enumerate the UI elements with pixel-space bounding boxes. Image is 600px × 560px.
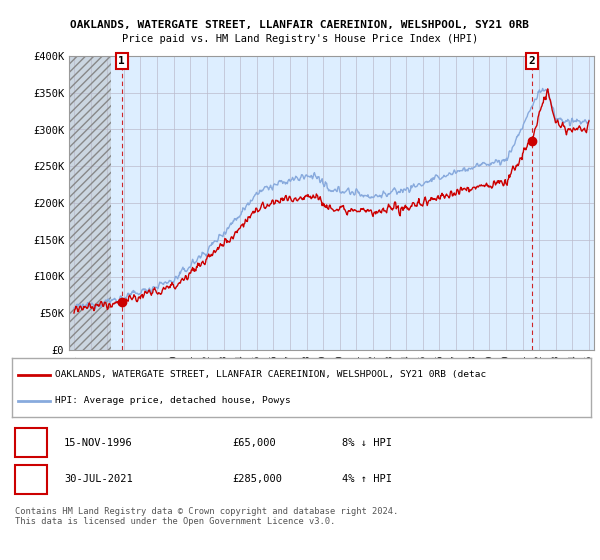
Text: 30-JUL-2021: 30-JUL-2021 xyxy=(64,474,133,484)
FancyBboxPatch shape xyxy=(15,465,47,494)
Text: £65,000: £65,000 xyxy=(232,438,276,448)
Bar xyxy=(69,56,110,350)
Text: 4% ↑ HPI: 4% ↑ HPI xyxy=(342,474,392,484)
Bar xyxy=(69,56,110,350)
Text: HPI: Average price, detached house, Powys: HPI: Average price, detached house, Powy… xyxy=(55,396,291,405)
Text: OAKLANDS, WATERGATE STREET, LLANFAIR CAEREINION, WELSHPOOL, SY21 0RB: OAKLANDS, WATERGATE STREET, LLANFAIR CAE… xyxy=(71,20,530,30)
Text: 1: 1 xyxy=(27,436,34,450)
Text: OAKLANDS, WATERGATE STREET, LLANFAIR CAEREINION, WELSHPOOL, SY21 0RB (detac: OAKLANDS, WATERGATE STREET, LLANFAIR CAE… xyxy=(55,370,487,379)
Text: 8% ↓ HPI: 8% ↓ HPI xyxy=(342,438,392,448)
Text: Price paid vs. HM Land Registry's House Price Index (HPI): Price paid vs. HM Land Registry's House … xyxy=(122,34,478,44)
Text: Contains HM Land Registry data © Crown copyright and database right 2024.
This d: Contains HM Land Registry data © Crown c… xyxy=(15,507,398,526)
FancyBboxPatch shape xyxy=(15,428,47,458)
Text: 1: 1 xyxy=(118,56,125,66)
Text: £285,000: £285,000 xyxy=(232,474,282,484)
Text: 15-NOV-1996: 15-NOV-1996 xyxy=(64,438,133,448)
Text: 2: 2 xyxy=(529,56,536,66)
Text: 2: 2 xyxy=(27,473,34,486)
